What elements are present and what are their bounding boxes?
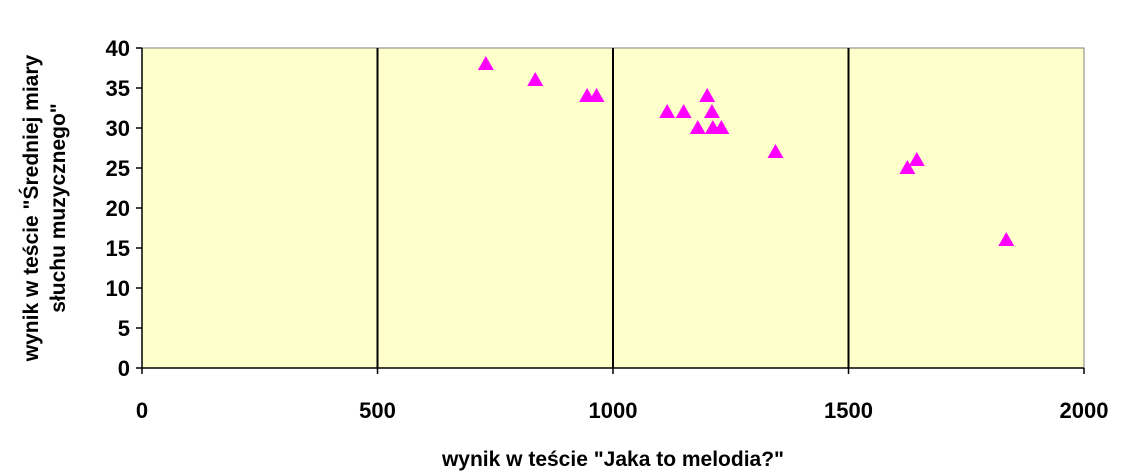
data-point xyxy=(899,160,916,174)
y-tick-label: 5 xyxy=(118,316,130,341)
x-tick-labels: 0 500 1000 1500 2000 xyxy=(136,398,1109,423)
x-tick-label: 0 xyxy=(136,398,148,423)
data-point xyxy=(703,104,720,118)
y-tick-label: 25 xyxy=(106,156,130,181)
data-point xyxy=(675,104,692,118)
y-tick-label: 20 xyxy=(106,196,130,221)
data-point xyxy=(713,120,730,134)
data-points xyxy=(477,56,1015,246)
gridlines xyxy=(376,48,850,368)
y-tick-labels: 0 5 10 15 20 25 30 35 40 xyxy=(106,36,130,381)
y-tick-label: 35 xyxy=(106,76,130,101)
data-point xyxy=(527,72,544,86)
data-point xyxy=(767,144,784,158)
data-point xyxy=(908,152,925,166)
data-point xyxy=(659,104,676,118)
y-tick-label: 0 xyxy=(118,356,130,381)
x-tick-label: 1000 xyxy=(589,398,638,423)
x-tick-label: 1500 xyxy=(824,398,873,423)
data-point xyxy=(588,88,605,102)
y-tick-label: 40 xyxy=(106,36,130,61)
x-tick-label: 500 xyxy=(359,398,396,423)
y-axis-title: wynik w teście "Średniej miary słuchu mu… xyxy=(19,54,70,362)
x-axis-title: wynik w teście "Jaka to melodia?" xyxy=(441,448,784,471)
data-point xyxy=(699,88,716,102)
y-tick-label: 15 xyxy=(106,236,130,261)
data-point xyxy=(689,120,706,134)
data-point xyxy=(998,232,1015,246)
axes xyxy=(136,47,1085,374)
y-axis-title-line-2: słuchu muzycznego" xyxy=(47,103,70,313)
x-tick-label: 2000 xyxy=(1060,398,1109,423)
data-point xyxy=(477,56,494,70)
y-axis-title-line-1: wynik w teście "Średniej miary xyxy=(19,54,43,362)
y-tick-label: 30 xyxy=(106,116,130,141)
y-tick-label: 10 xyxy=(106,276,130,301)
